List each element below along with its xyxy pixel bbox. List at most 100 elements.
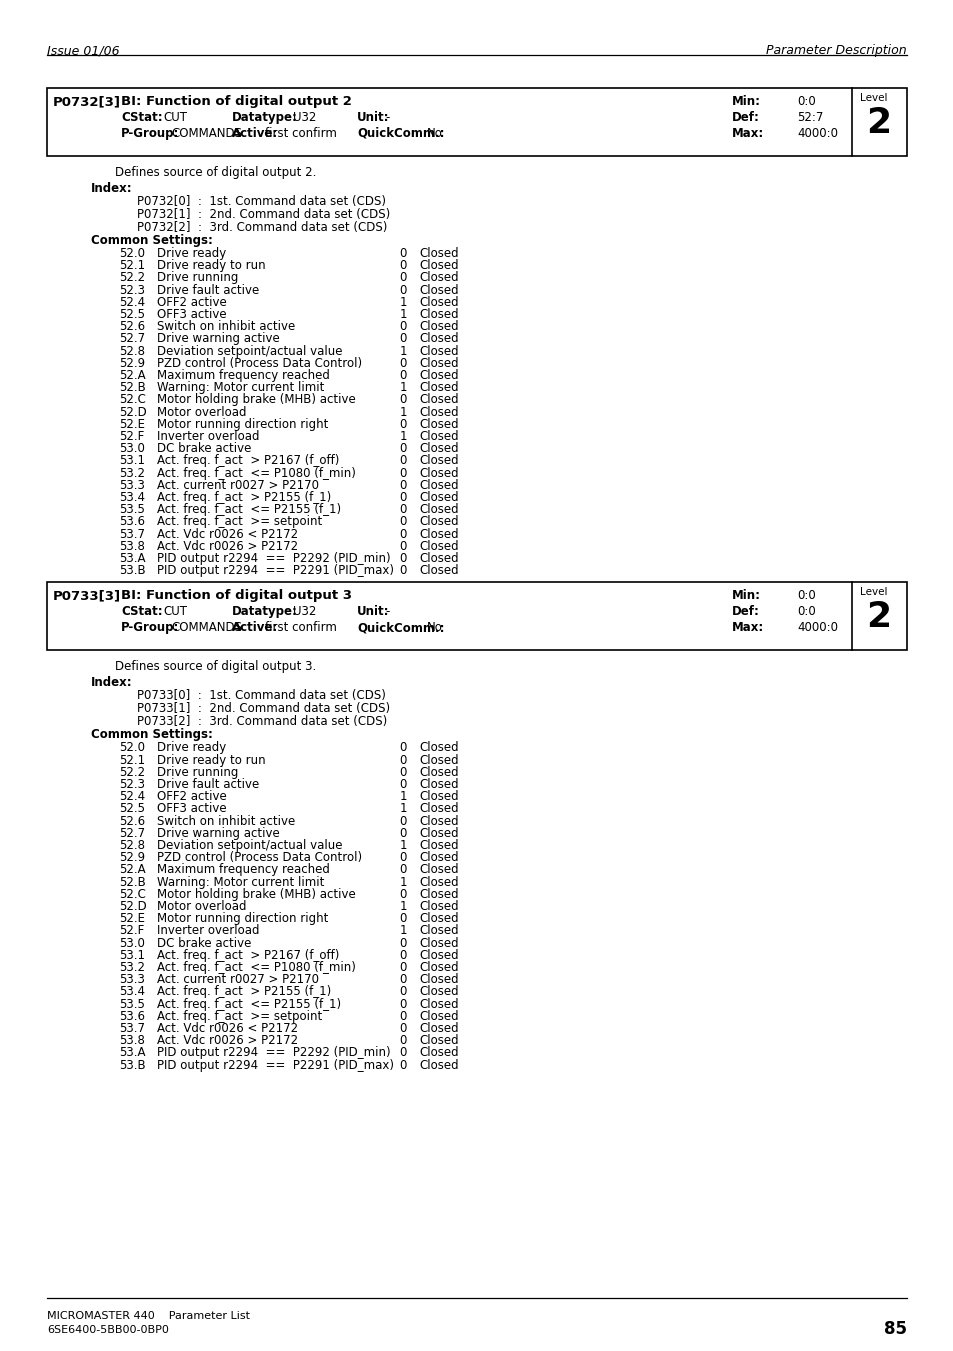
Text: Datatype:: Datatype: (232, 605, 297, 619)
Text: Closed: Closed (418, 924, 458, 938)
Text: 1: 1 (399, 924, 407, 938)
Text: Closed: Closed (418, 259, 458, 272)
Text: Closed: Closed (418, 839, 458, 852)
Text: 52.2: 52.2 (119, 766, 145, 778)
Text: P0733[0]  :  1st. Command data set (CDS): P0733[0] : 1st. Command data set (CDS) (137, 689, 385, 703)
Text: Min:: Min: (731, 589, 760, 603)
Text: 0: 0 (399, 851, 407, 865)
Text: Inverter overload: Inverter overload (157, 924, 259, 938)
Text: P0733[3]: P0733[3] (53, 589, 121, 603)
Text: Closed: Closed (418, 296, 458, 309)
Text: 1: 1 (399, 405, 407, 419)
Text: 53.8: 53.8 (119, 540, 145, 553)
Text: PZD control (Process Data Control): PZD control (Process Data Control) (157, 357, 362, 370)
Text: Act. freq. f_act  <= P1080 (f_min): Act. freq. f_act <= P1080 (f_min) (157, 466, 355, 480)
Text: Motor overload: Motor overload (157, 405, 246, 419)
Text: 0:0: 0:0 (796, 605, 815, 619)
Text: P-Group:: P-Group: (121, 621, 179, 635)
Text: 53.A: 53.A (119, 553, 146, 565)
Text: first confirm: first confirm (265, 621, 336, 635)
Text: Closed: Closed (418, 357, 458, 370)
Text: Closed: Closed (418, 802, 458, 816)
Text: Defines source of digital output 2.: Defines source of digital output 2. (115, 166, 316, 178)
Text: 0: 0 (399, 503, 407, 516)
Text: Closed: Closed (418, 948, 458, 962)
Text: 52.C: 52.C (119, 888, 146, 901)
Text: Closed: Closed (418, 1009, 458, 1023)
Text: 0: 0 (399, 442, 407, 455)
Text: 52.C: 52.C (119, 393, 146, 407)
Text: 52.0: 52.0 (119, 742, 145, 754)
Text: 4000:0: 4000:0 (796, 621, 837, 635)
Text: 1: 1 (399, 790, 407, 804)
Text: 53.5: 53.5 (119, 997, 145, 1011)
Text: Act. freq. f_act  <= P1080 (f_min): Act. freq. f_act <= P1080 (f_min) (157, 961, 355, 974)
Text: 0: 0 (399, 766, 407, 778)
Text: Closed: Closed (418, 369, 458, 382)
Text: Min:: Min: (731, 95, 760, 108)
Text: Act. freq. f_act  <= P2155 (f_1): Act. freq. f_act <= P2155 (f_1) (157, 503, 341, 516)
Text: Closed: Closed (418, 790, 458, 804)
Text: 52.8: 52.8 (119, 839, 145, 852)
Text: 52.5: 52.5 (119, 802, 145, 816)
Text: 52.6: 52.6 (119, 320, 145, 334)
Text: 0: 0 (399, 332, 407, 346)
Text: Drive running: Drive running (157, 272, 238, 285)
Text: 1: 1 (399, 430, 407, 443)
Text: 52.E: 52.E (119, 912, 145, 925)
Text: 0: 0 (399, 565, 407, 577)
Text: Act. current r0027 > P2170: Act. current r0027 > P2170 (157, 973, 318, 986)
Text: 85: 85 (883, 1320, 906, 1337)
Text: 6SE6400-5BB00-0BP0: 6SE6400-5BB00-0BP0 (47, 1325, 169, 1335)
Text: Closed: Closed (418, 888, 458, 901)
Text: 53.A: 53.A (119, 1047, 146, 1059)
Text: BI: Function of digital output 3: BI: Function of digital output 3 (121, 589, 352, 603)
Text: P0733[1]  :  2nd. Command data set (CDS): P0733[1] : 2nd. Command data set (CDS) (137, 703, 390, 716)
Text: Motor holding brake (MHB) active: Motor holding brake (MHB) active (157, 888, 355, 901)
Text: Deviation setpoint/actual value: Deviation setpoint/actual value (157, 839, 342, 852)
Text: 0: 0 (399, 417, 407, 431)
Text: PID output r2294  ==  P2291 (PID_max): PID output r2294 == P2291 (PID_max) (157, 1059, 394, 1071)
Text: Closed: Closed (418, 540, 458, 553)
Text: Closed: Closed (418, 973, 458, 986)
Text: 0: 0 (399, 540, 407, 553)
Text: Closed: Closed (418, 742, 458, 754)
Text: Closed: Closed (418, 393, 458, 407)
Text: 0: 0 (399, 948, 407, 962)
Text: 0: 0 (399, 1047, 407, 1059)
Text: Closed: Closed (418, 478, 458, 492)
Text: Drive warning active: Drive warning active (157, 827, 279, 840)
Text: 53.0: 53.0 (119, 442, 145, 455)
Text: Closed: Closed (418, 308, 458, 322)
Text: Act. Vdc r0026 > P2172: Act. Vdc r0026 > P2172 (157, 540, 297, 553)
Text: OFF3 active: OFF3 active (157, 802, 227, 816)
Text: Maximum frequency reached: Maximum frequency reached (157, 369, 330, 382)
Text: P0732[3]: P0732[3] (53, 95, 121, 108)
Text: 53.B: 53.B (119, 565, 146, 577)
Text: 0: 0 (399, 912, 407, 925)
Text: Closed: Closed (418, 1021, 458, 1035)
Text: CUT: CUT (163, 605, 187, 619)
Text: P0732[1]  :  2nd. Command data set (CDS): P0732[1] : 2nd. Command data set (CDS) (137, 208, 390, 222)
Text: 1: 1 (399, 308, 407, 322)
Text: Act. freq. f_act  >= setpoint: Act. freq. f_act >= setpoint (157, 1009, 322, 1023)
Text: 52.0: 52.0 (119, 247, 145, 259)
Text: 1: 1 (399, 381, 407, 394)
Text: 53.4: 53.4 (119, 490, 145, 504)
Text: Drive ready: Drive ready (157, 742, 226, 754)
Text: Act. current r0027 > P2170: Act. current r0027 > P2170 (157, 478, 318, 492)
Text: Active:: Active: (232, 127, 278, 141)
Text: 53.3: 53.3 (119, 973, 145, 986)
Text: 52.B: 52.B (119, 381, 146, 394)
Text: 0: 0 (399, 1035, 407, 1047)
Text: CUT: CUT (163, 111, 187, 124)
Text: 52.1: 52.1 (119, 259, 145, 272)
Text: 52.5: 52.5 (119, 308, 145, 322)
Text: 52.7: 52.7 (119, 332, 145, 346)
Text: 0: 0 (399, 259, 407, 272)
Text: Drive ready: Drive ready (157, 247, 226, 259)
Text: Closed: Closed (418, 565, 458, 577)
Text: Inverter overload: Inverter overload (157, 430, 259, 443)
Text: Common Settings:: Common Settings: (91, 234, 213, 247)
Text: 0: 0 (399, 1009, 407, 1023)
